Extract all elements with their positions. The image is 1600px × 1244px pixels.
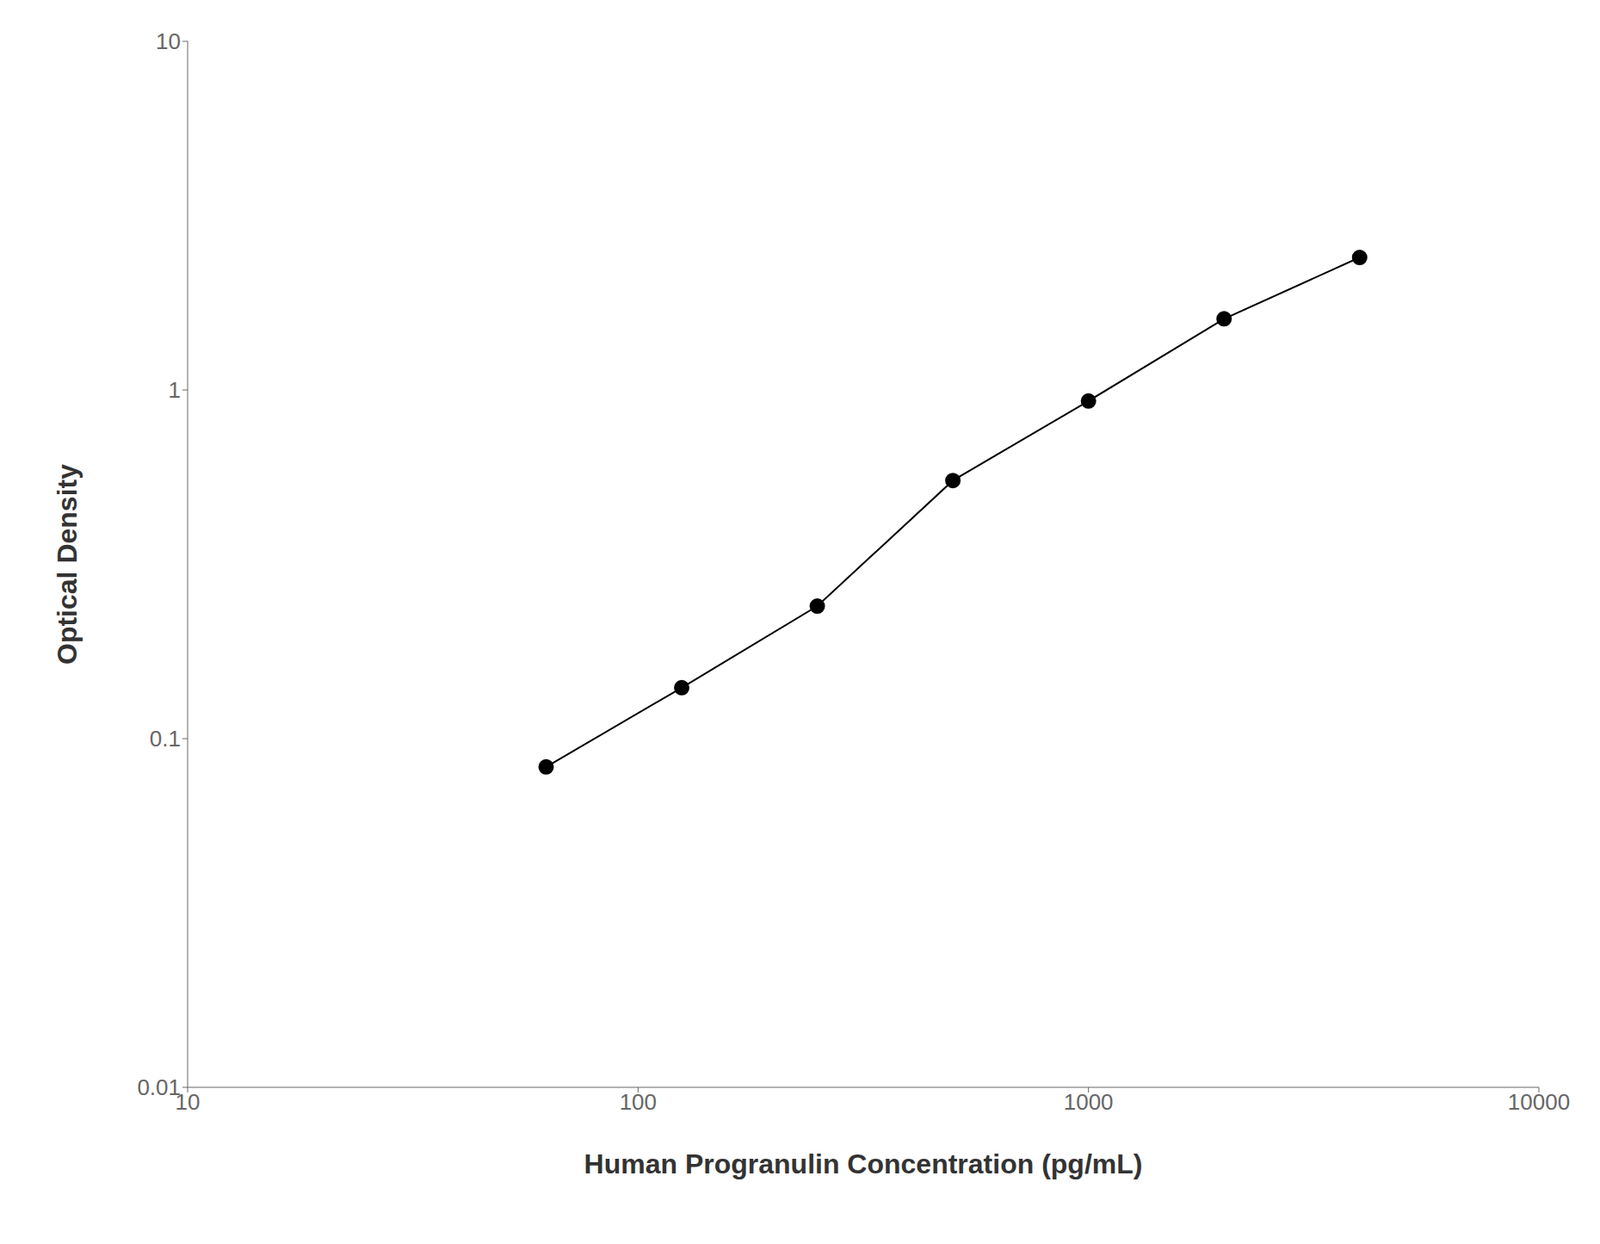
svg-text:100: 100	[619, 1088, 657, 1115]
svg-text:Optical Density: Optical Density	[51, 463, 83, 665]
svg-text:Human Progranulin Concentratio: Human Progranulin Concentration (pg/mL)	[584, 1148, 1143, 1180]
svg-text:1000: 1000	[1063, 1088, 1114, 1115]
svg-text:1: 1	[168, 376, 181, 403]
svg-text:10000: 10000	[1507, 1088, 1570, 1115]
svg-text:0.01: 0.01	[136, 1074, 181, 1100]
svg-text:10: 10	[175, 1089, 201, 1116]
svg-text:0.1: 0.1	[149, 725, 181, 752]
svg-text:10: 10	[155, 28, 181, 55]
